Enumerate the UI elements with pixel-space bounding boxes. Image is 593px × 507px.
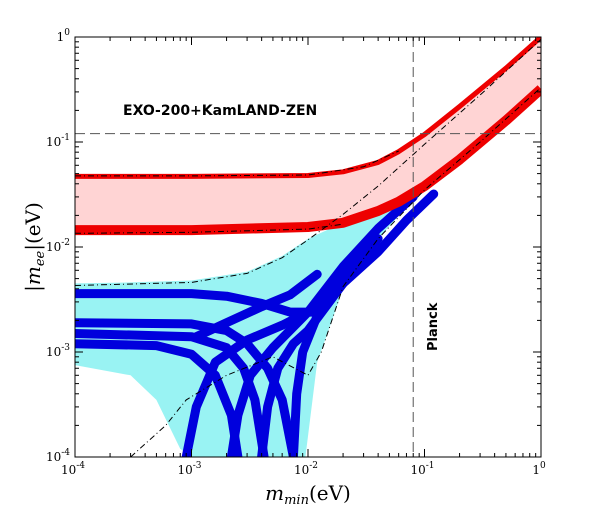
y-tick-label-base: 10 [46, 345, 61, 359]
x-tick-label-exp: -2 [309, 461, 318, 471]
dashdot-envelope-2 [75, 150, 399, 177]
x-axis-label-unit: (eV) [309, 481, 351, 505]
y-tick-label: 10-3 [46, 343, 70, 359]
normal-ordering-curve-6 [288, 234, 383, 457]
y-axis-label-main: |m [21, 266, 46, 292]
x-tick-label: 10-1 [410, 461, 434, 477]
x-axis-label-sub: min [284, 493, 309, 507]
normal-ordering-curve-7 [191, 269, 322, 342]
plot-area [75, 37, 541, 457]
y-tick-label: 10 [57, 28, 71, 44]
axis-ticks [74, 36, 542, 458]
annotation-exo-kamland: EXO-200+KamLAND-ZEN [123, 103, 317, 119]
y-tick-label-base: 10 [46, 240, 61, 254]
y-tick-label: 10-1 [46, 133, 70, 149]
y-tick-label-exp: -1 [61, 133, 70, 143]
x-axis-label-main: m [265, 481, 284, 505]
x-tick-label: 10 [532, 461, 546, 477]
y-axis-label: |mee|(eV) [21, 202, 48, 292]
x-tick-label-exp: 0 [540, 461, 546, 471]
normal-ordering-curve-8 [181, 307, 313, 457]
annotation-planck: Planck [426, 302, 441, 351]
normal-ordering-curve-4 [226, 192, 418, 457]
y-tick-label-exp: -2 [61, 238, 70, 248]
x-tick-label-base: 1 [532, 463, 540, 477]
y-tick-label-base: 1 [57, 30, 65, 44]
x-tick-label: 10-4 [61, 461, 85, 477]
y-axis-label-unit: |(eV) [21, 202, 46, 251]
normal-ordering-curve-2 [75, 329, 269, 457]
y-tick-label: 10-2 [46, 238, 70, 254]
x-tick-label-base: 10 [410, 463, 425, 477]
x-tick-label-exp: -3 [193, 461, 202, 471]
y-tick-label-base: 10 [46, 450, 61, 464]
y-tick-label-exp: 0 [64, 28, 70, 38]
x-tick-label-exp: -1 [426, 461, 435, 471]
inverted-ordering-edge-0 [75, 85, 541, 236]
x-tick-label-exp: -4 [76, 461, 85, 471]
x-tick-label-base: 10 [294, 463, 309, 477]
x-tick-label-base: 10 [177, 463, 192, 477]
dashdot-envelope-3 [75, 223, 344, 234]
x-tick-label: 10-3 [177, 461, 201, 477]
y-tick-label-exp: -4 [61, 448, 70, 458]
y-tick-label: 10-4 [46, 448, 70, 464]
x-tick-label: 10-2 [294, 461, 318, 477]
x-axis-label: mmin(eV) [265, 481, 351, 507]
y-axis-label-sub: ee [33, 250, 48, 266]
x-tick-label-base: 10 [61, 463, 76, 477]
y-tick-label-exp: -3 [61, 343, 70, 353]
y-tick-label-base: 10 [46, 135, 61, 149]
dashdot-envelope-1 [130, 87, 541, 457]
